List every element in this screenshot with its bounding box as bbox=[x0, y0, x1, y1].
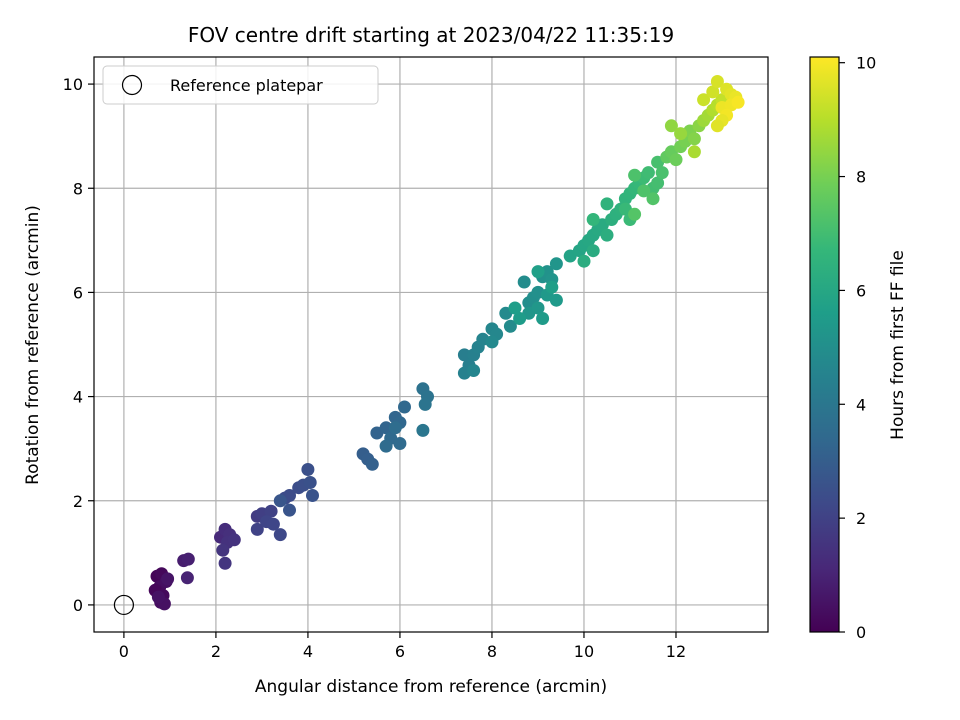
data-point bbox=[549, 293, 563, 307]
legend-marker-open-circle bbox=[121, 74, 143, 96]
data-point bbox=[655, 166, 669, 180]
data-point bbox=[467, 364, 481, 377]
colorbar-tick-label: 6 bbox=[856, 281, 866, 300]
y-tick-label: 2 bbox=[73, 492, 83, 511]
y-tick-label: 8 bbox=[73, 179, 83, 198]
x-axis-ticks: 0 2 4 6 8 10 12 bbox=[119, 632, 686, 661]
data-point bbox=[706, 85, 720, 99]
x-tick-label: 0 bbox=[119, 642, 129, 661]
data-point bbox=[731, 95, 745, 109]
data-point bbox=[669, 153, 683, 167]
data-point bbox=[710, 75, 724, 88]
data-point bbox=[379, 439, 393, 453]
data-point bbox=[651, 176, 665, 190]
x-tick-label: 2 bbox=[211, 642, 221, 661]
data-points bbox=[148, 75, 745, 611]
data-point bbox=[687, 145, 701, 159]
data-point bbox=[264, 504, 278, 518]
data-point bbox=[151, 590, 165, 604]
data-point bbox=[531, 265, 545, 279]
data-point bbox=[674, 127, 688, 141]
data-point bbox=[273, 528, 287, 542]
grid bbox=[94, 57, 768, 632]
data-point bbox=[545, 280, 559, 294]
data-point bbox=[301, 463, 315, 476]
x-tick-label: 6 bbox=[395, 642, 405, 661]
reference-platepar-marker bbox=[113, 594, 135, 616]
data-point bbox=[513, 312, 527, 325]
data-point bbox=[418, 397, 432, 411]
reference-marker-group bbox=[113, 594, 135, 616]
data-point bbox=[577, 254, 591, 268]
chart-title: FOV centre drift starting at 2023/04/22 … bbox=[188, 23, 674, 47]
data-point bbox=[365, 457, 379, 471]
data-point bbox=[393, 437, 407, 450]
colorbar-gradient bbox=[809, 56, 840, 633]
data-point bbox=[600, 197, 614, 211]
data-point bbox=[379, 421, 393, 435]
data-point bbox=[218, 556, 232, 570]
data-point bbox=[398, 400, 411, 414]
legend: Reference platepar bbox=[102, 65, 379, 105]
data-point bbox=[283, 503, 296, 517]
data-point bbox=[161, 572, 175, 586]
data-point bbox=[586, 213, 600, 226]
x-axis-label: Angular distance from reference (arcmin) bbox=[255, 677, 607, 697]
y-axis-label: Rotation from reference (arcmin) bbox=[23, 205, 43, 485]
data-point bbox=[303, 476, 317, 489]
x-tick-label: 10 bbox=[574, 642, 594, 661]
colorbar-label: Hours from first FF file bbox=[888, 250, 908, 440]
data-point bbox=[306, 489, 319, 502]
data-point bbox=[628, 207, 642, 221]
colorbar-tick-label: 10 bbox=[856, 54, 876, 73]
x-tick-label: 4 bbox=[303, 642, 313, 661]
data-point bbox=[531, 301, 545, 315]
data-point bbox=[517, 275, 531, 289]
data-point bbox=[416, 423, 430, 437]
data-point bbox=[180, 571, 194, 585]
data-point bbox=[697, 93, 711, 107]
x-tick-label: 12 bbox=[666, 642, 686, 661]
data-point bbox=[216, 543, 230, 557]
x-tick-label: 8 bbox=[487, 642, 497, 661]
data-point bbox=[536, 312, 550, 325]
data-point bbox=[503, 319, 517, 333]
data-point bbox=[600, 228, 614, 242]
colorbar-ticks: 0 2 4 6 8 10 bbox=[839, 54, 876, 642]
data-point bbox=[637, 184, 651, 198]
colorbar-tick-label: 4 bbox=[856, 395, 866, 414]
data-point bbox=[586, 244, 600, 258]
legend-box bbox=[102, 65, 379, 105]
data-point bbox=[641, 166, 655, 180]
colorbar: 0 2 4 6 8 10 Hours from first FF file bbox=[809, 54, 908, 642]
colorbar-tick-label: 8 bbox=[856, 168, 866, 187]
colorbar-tick-label: 2 bbox=[856, 509, 866, 528]
y-tick-label: 10 bbox=[63, 75, 83, 94]
data-point bbox=[273, 494, 287, 508]
plot-frame bbox=[93, 56, 769, 633]
data-point bbox=[687, 132, 701, 146]
data-point bbox=[250, 522, 264, 536]
data-point bbox=[646, 192, 660, 206]
y-tick-label: 4 bbox=[73, 388, 83, 407]
y-tick-label: 6 bbox=[73, 283, 83, 302]
colorbar-tick-label: 0 bbox=[856, 623, 866, 642]
data-point bbox=[457, 348, 471, 362]
data-point bbox=[485, 335, 499, 349]
data-point bbox=[227, 533, 241, 547]
data-point bbox=[388, 421, 402, 435]
data-point bbox=[508, 301, 522, 315]
y-axis-ticks: 0 2 4 6 8 10 bbox=[63, 75, 94, 615]
data-point bbox=[549, 257, 563, 271]
data-point bbox=[266, 517, 280, 531]
y-tick-label: 0 bbox=[73, 596, 83, 615]
data-point bbox=[710, 119, 724, 133]
data-point bbox=[628, 168, 642, 182]
legend-entry-label: Reference platepar bbox=[170, 76, 323, 95]
data-point bbox=[664, 119, 678, 133]
data-point bbox=[181, 552, 195, 566]
